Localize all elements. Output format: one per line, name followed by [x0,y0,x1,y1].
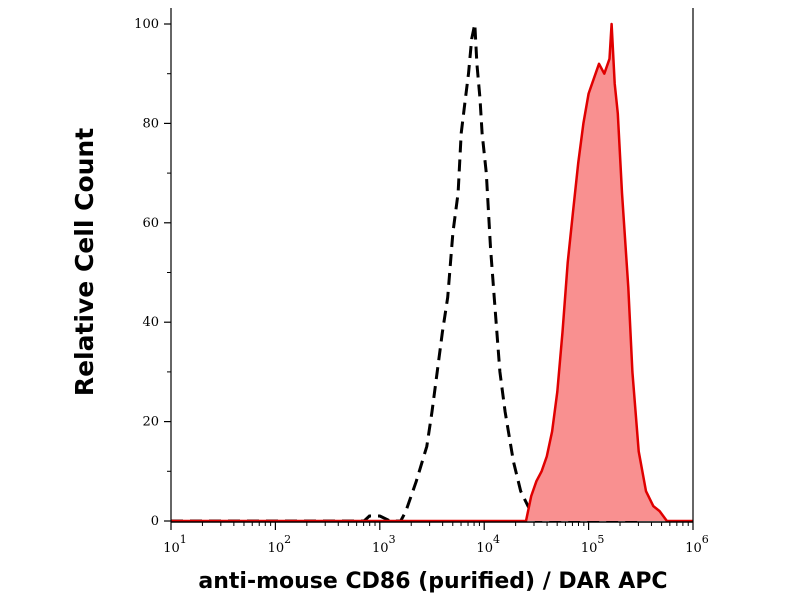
x-tick-label: 103 [372,533,396,556]
y-tick-label: 0 [151,514,159,529]
x-tick-label: 101 [163,533,187,556]
series-fill-1 [171,24,693,521]
y-tick-label: 80 [142,116,159,131]
plot-area [171,22,693,523]
y-axis-label: Relative Cell Count [70,128,99,396]
x-axis-label: anti-mouse CD86 (purified) / DAR APC [198,569,667,594]
x-tick-label: 106 [685,533,709,556]
x-tick-label: 104 [476,533,500,556]
series-line-0 [171,23,641,523]
y-tick-label: 40 [142,315,159,330]
x-tick-label: 105 [581,533,605,556]
y-tick-label: 20 [142,415,159,430]
y-tick-label: 60 [142,216,159,231]
axes: 0 20 40 60 80 100 101 102 103 104 105 106 [134,8,709,556]
series-line-1 [171,22,693,523]
y-tick-label: 100 [134,17,159,32]
x-tick-label: 102 [268,533,292,556]
